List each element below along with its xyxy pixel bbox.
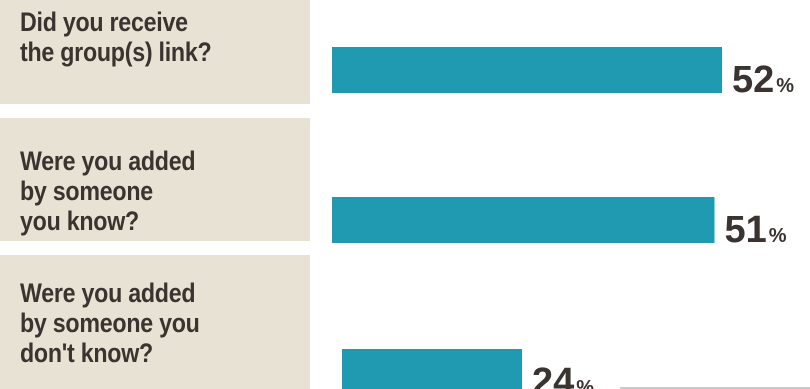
value-number-1: 52 — [732, 59, 774, 101]
value-label-1: 52% — [732, 59, 794, 101]
value-label-2: 51% — [725, 209, 787, 251]
bar-2 — [332, 197, 715, 243]
bar-3 — [342, 349, 522, 389]
value-unit-1: % — [776, 75, 794, 97]
value-unit-2: % — [769, 225, 787, 247]
value-number-3: 24 — [532, 361, 574, 389]
question-label-1: Did you receive the group(s) link? — [20, 7, 212, 67]
bar-1 — [332, 47, 722, 93]
question-panel-1: Did you receive the group(s) link? — [0, 0, 310, 104]
question-panel-3: Were you added by someone you don't know… — [0, 255, 310, 389]
value-label-3: 24% — [532, 361, 594, 389]
question-panel-2: Were you added by someone you know? — [0, 118, 310, 241]
value-unit-3: % — [576, 377, 594, 389]
question-label-2: Were you added by someone you know? — [20, 146, 196, 236]
value-number-2: 51 — [725, 209, 767, 251]
question-label-3: Were you added by someone you don't know… — [20, 278, 200, 368]
